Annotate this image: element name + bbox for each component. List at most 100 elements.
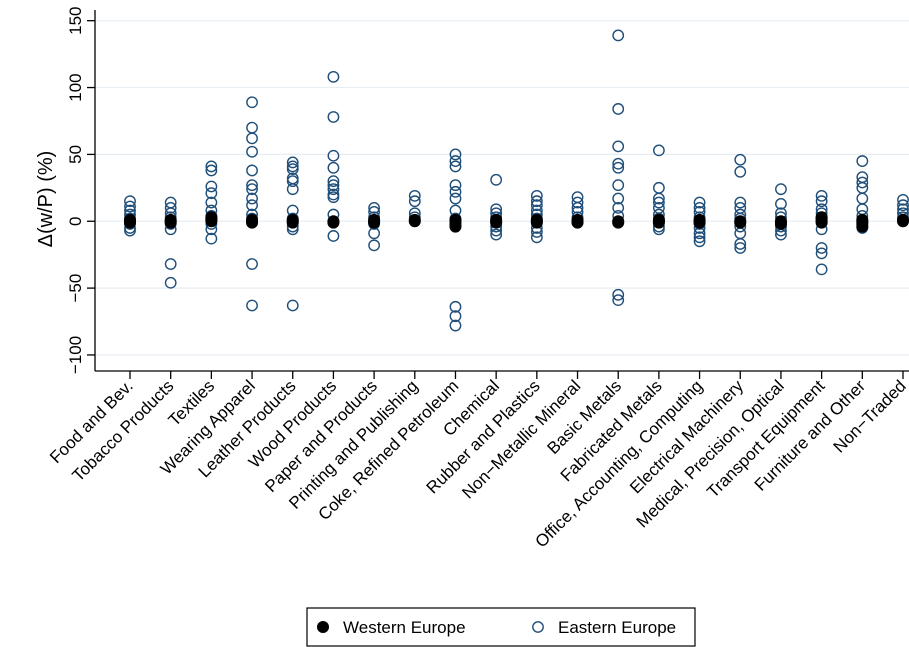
y-tick-label: −50 [66,274,85,303]
eastern-europe-point [449,310,462,323]
eastern-europe-point [327,179,340,192]
eastern-europe-point [246,299,258,312]
eastern-europe-point [571,201,584,214]
eastern-europe-point [327,191,340,204]
eastern-europe-point [815,195,828,208]
eastern-europe-point [652,196,665,209]
eastern-europe-point [286,183,299,196]
eastern-europe-point [246,258,258,270]
y-tick-label: 50 [66,145,85,164]
eastern-europe-point [327,230,340,242]
eastern-europe-point [652,144,665,157]
western-europe-point [164,213,177,226]
western-europe-point [124,213,136,226]
eastern-europe-point [246,132,258,145]
eastern-europe-point [530,195,543,208]
eastern-europe-point [897,199,909,212]
eastern-europe-point [530,189,543,202]
eastern-europe-point [612,103,625,115]
eastern-europe-point [246,183,258,196]
eastern-europe-point [612,157,625,170]
eastern-europe-point [286,299,299,312]
eastern-europe-point [449,155,462,167]
western-europe-point [571,213,584,226]
eastern-europe-point [205,160,218,173]
eastern-europe-point [164,258,177,270]
western-europe-point [856,213,869,226]
eastern-europe-point [205,180,218,193]
y-tick-label: −100 [66,336,85,374]
eastern-europe-point [327,149,340,162]
eastern-europe-point [368,239,381,252]
eastern-europe-point [246,164,258,177]
legend-marker-eastern [532,621,544,633]
eastern-europe-point [327,183,340,196]
eastern-europe-point [571,196,584,209]
eastern-europe-point [408,195,421,208]
eastern-europe-point [286,175,299,188]
western-europe-point [815,211,828,224]
western-europe-point [774,215,787,228]
eastern-europe-point [246,121,258,134]
western-europe-point [449,213,462,226]
eastern-europe-point [693,201,706,214]
western-europe-point [327,215,340,228]
eastern-europe-point [246,145,258,158]
eastern-europe-point [246,96,258,109]
eastern-europe-point [449,300,462,313]
western-europe-point [490,213,503,226]
eastern-europe-point [612,161,625,174]
eastern-europe-point [897,193,909,206]
western-europe-point [368,213,381,226]
eastern-europe-point [408,189,421,202]
eastern-europe-point [490,173,503,186]
legend-label-western: Western Europe [343,618,466,637]
western-europe-point [897,213,909,226]
eastern-europe-point [856,155,869,167]
eastern-europe-point [490,228,503,241]
eastern-europe-point [612,294,625,307]
western-europe-point [408,213,421,226]
eastern-europe-point [693,196,706,209]
eastern-europe-point [449,160,462,173]
eastern-europe-point [246,179,258,192]
eastern-europe-point [205,196,218,209]
eastern-europe-point [775,197,787,210]
y-tick-label: 0 [66,217,85,226]
y-axis-ticks: −100 −50 0 50 100 150 [66,7,95,374]
eastern-europe-point [327,161,340,174]
eastern-europe-point [775,183,787,196]
eastern-europe-point [530,199,543,212]
eastern-europe-point [205,232,218,245]
eastern-europe-point [449,148,462,161]
eastern-europe-point [205,187,218,200]
eastern-europe-point [327,111,340,123]
eastern-europe-point [246,199,258,212]
eastern-europe-point [286,156,299,169]
eastern-europe-point [734,242,747,254]
eastern-europe-point [246,192,258,205]
eastern-europe-point [612,192,625,205]
y-tick-label: 150 [66,7,85,35]
eastern-europe-point [815,189,828,202]
western-europe-point [693,213,706,226]
eastern-europe-point [449,185,462,198]
eastern-europe-point [652,192,665,205]
eastern-europe-point [124,200,136,213]
eastern-europe-point [815,263,828,276]
eastern-europe-point [612,140,625,153]
eastern-europe-point [612,29,625,42]
eastern-europe-point [164,201,177,214]
axes [94,10,909,372]
eastern-europe-point [815,247,828,260]
eastern-europe-point [693,231,706,244]
eastern-europe-point [612,288,625,301]
eastern-europe-point [449,179,462,192]
eastern-europe-point [734,165,747,178]
eastern-europe-point [652,181,665,194]
eastern-europe-point [612,201,625,214]
western-europe-point [652,213,665,226]
y-tick-label: 100 [66,73,85,101]
western-europe-point [246,213,259,226]
eastern-europe-point [734,227,747,240]
